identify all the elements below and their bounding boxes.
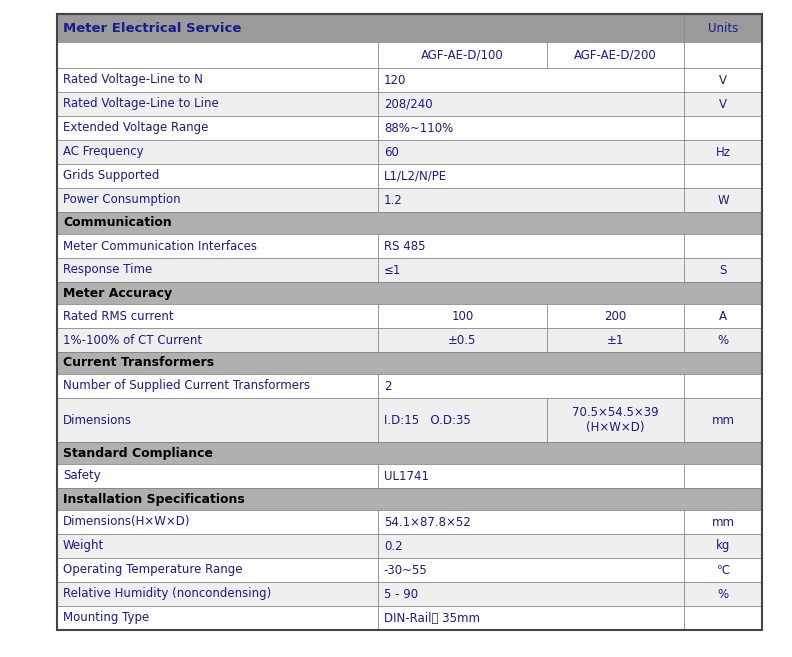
Bar [57, 14, 762, 42]
Text: W: W [718, 194, 729, 206]
Text: 2: 2 [384, 380, 391, 392]
Text: A: A [719, 309, 727, 323]
Bar [57, 212, 762, 234]
Text: Power Consumption: Power Consumption [63, 194, 181, 206]
Bar [57, 68, 762, 92]
Bar [57, 582, 762, 606]
Text: ≤1: ≤1 [384, 263, 402, 277]
Bar [57, 374, 762, 398]
Text: Rated Voltage-Line to Line: Rated Voltage-Line to Line [63, 97, 219, 110]
Text: RS 485: RS 485 [384, 240, 425, 252]
Text: AGF-AE-D/100: AGF-AE-D/100 [421, 49, 504, 62]
Text: mm: mm [712, 413, 735, 426]
Text: Current Transformers: Current Transformers [63, 357, 214, 369]
Bar [57, 510, 762, 534]
Text: 200: 200 [604, 309, 626, 323]
Bar [57, 14, 762, 630]
Bar [57, 42, 762, 68]
Text: Units: Units [708, 22, 738, 35]
Text: %: % [718, 334, 729, 346]
Bar [57, 398, 762, 442]
Bar [57, 164, 762, 188]
Text: Extended Voltage Range: Extended Voltage Range [63, 122, 208, 135]
Text: 0.2: 0.2 [384, 539, 402, 553]
Text: Communication: Communication [63, 217, 172, 229]
Text: I.D:15   O.D:35: I.D:15 O.D:35 [384, 413, 470, 426]
Text: Installation Specifications: Installation Specifications [63, 493, 245, 505]
Text: 88%~110%: 88%~110% [384, 122, 453, 135]
Bar [57, 488, 762, 510]
Text: DIN-Rail， 35mm: DIN-Rail， 35mm [384, 612, 480, 625]
Text: 100: 100 [451, 309, 474, 323]
Text: ℃: ℃ [717, 564, 730, 576]
Text: Rated Voltage-Line to N: Rated Voltage-Line to N [63, 74, 203, 87]
Text: Safety: Safety [63, 470, 101, 482]
Text: Weight: Weight [63, 539, 105, 553]
Bar [57, 234, 762, 258]
Text: V: V [719, 74, 727, 87]
Text: UL1741: UL1741 [384, 470, 428, 482]
Bar [57, 328, 762, 352]
Text: %: % [718, 587, 729, 600]
Text: L1/L2/N/PE: L1/L2/N/PE [384, 170, 447, 183]
Text: Operating Temperature Range: Operating Temperature Range [63, 564, 242, 576]
Bar [57, 534, 762, 558]
Text: 60: 60 [384, 145, 398, 158]
Text: Hz: Hz [716, 145, 731, 158]
Bar [57, 282, 762, 304]
Bar [57, 352, 762, 374]
Bar [57, 188, 762, 212]
Bar [57, 464, 762, 488]
Text: Dimensions(H×W×D): Dimensions(H×W×D) [63, 516, 191, 528]
Bar [57, 258, 762, 282]
Bar [57, 92, 762, 116]
Text: Response Time: Response Time [63, 263, 152, 277]
Text: 1%-100% of CT Current: 1%-100% of CT Current [63, 334, 202, 346]
Text: Meter Communication Interfaces: Meter Communication Interfaces [63, 240, 257, 252]
Text: 1.2: 1.2 [384, 194, 402, 206]
Text: Relative Humidity (noncondensing): Relative Humidity (noncondensing) [63, 587, 271, 600]
Text: -30~55: -30~55 [384, 564, 428, 576]
Text: S: S [720, 263, 727, 277]
Text: Standard Compliance: Standard Compliance [63, 447, 213, 459]
Text: ±1: ±1 [607, 334, 624, 346]
Text: Meter Accuracy: Meter Accuracy [63, 286, 172, 300]
Text: mm: mm [712, 516, 735, 528]
Text: 5 - 90: 5 - 90 [384, 587, 418, 600]
Text: AGF-AE-D/200: AGF-AE-D/200 [574, 49, 657, 62]
Text: AC Frequency: AC Frequency [63, 145, 143, 158]
Text: Meter Electrical Service: Meter Electrical Service [63, 22, 242, 35]
Text: Number of Supplied Current Transformers: Number of Supplied Current Transformers [63, 380, 310, 392]
Bar [57, 442, 762, 464]
Text: 70.5×54.5×39
(H×W×D): 70.5×54.5×39 (H×W×D) [573, 406, 659, 434]
Text: 54.1×87.8×52: 54.1×87.8×52 [384, 516, 470, 528]
Bar [57, 606, 762, 630]
Bar [57, 558, 762, 582]
Bar [57, 140, 762, 164]
Text: 120: 120 [384, 74, 406, 87]
Text: kg: kg [716, 539, 730, 553]
Text: Dimensions: Dimensions [63, 413, 132, 426]
Bar [57, 116, 762, 140]
Text: 208/240: 208/240 [384, 97, 432, 110]
Text: V: V [719, 97, 727, 110]
Text: Rated RMS current: Rated RMS current [63, 309, 173, 323]
Text: Mounting Type: Mounting Type [63, 612, 149, 625]
Text: Grids Supported: Grids Supported [63, 170, 159, 183]
Bar [57, 304, 762, 328]
Text: ±0.5: ±0.5 [448, 334, 477, 346]
